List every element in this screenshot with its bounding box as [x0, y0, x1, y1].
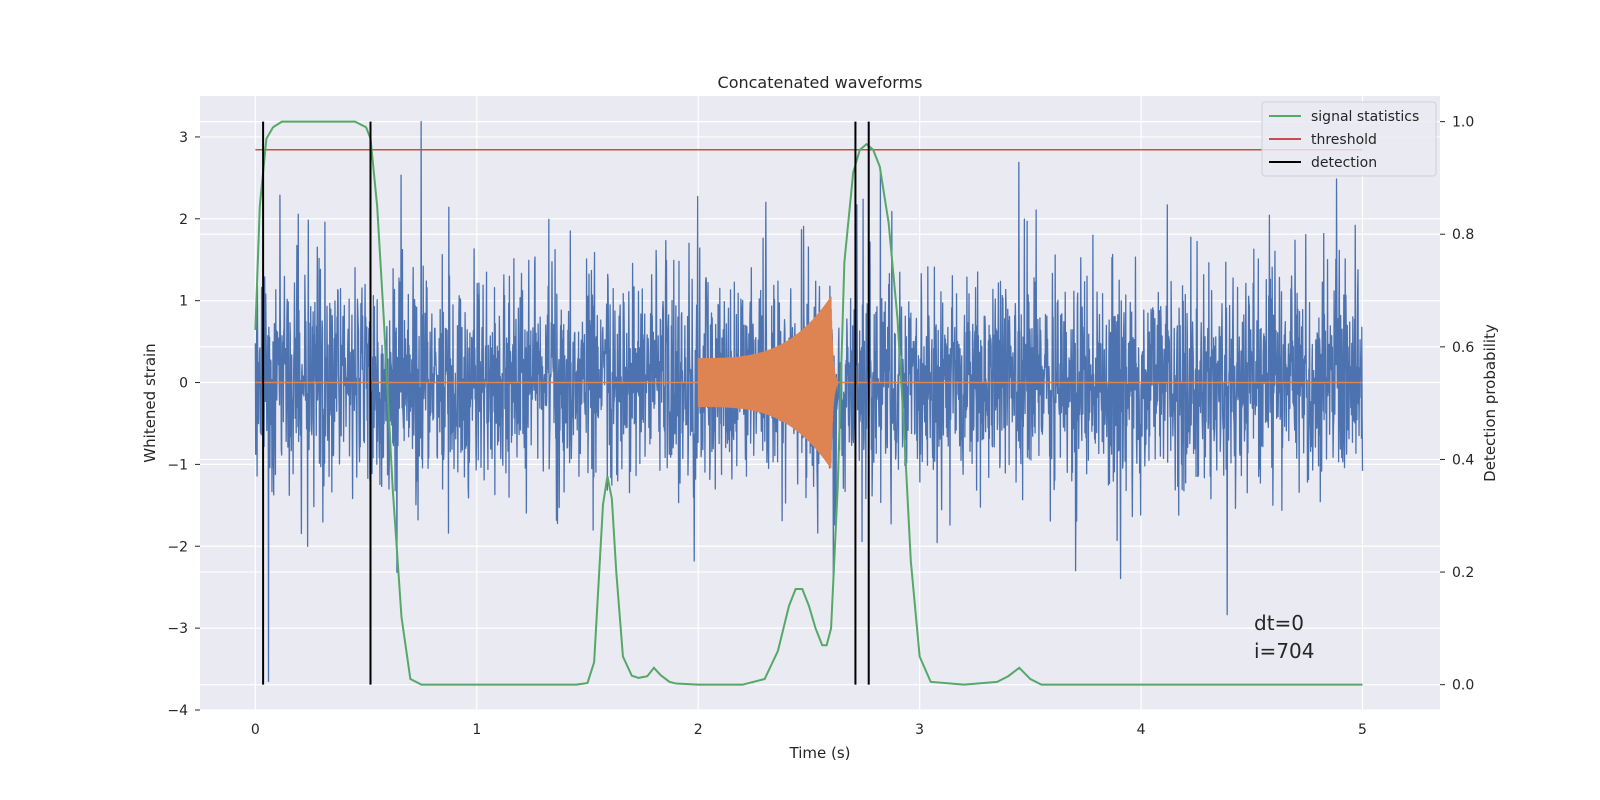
legend: signal statistics threshold detection [1261, 101, 1437, 177]
legend-label-signal-statistics: signal statistics [1311, 109, 1419, 125]
y-tick-label: 1 [179, 294, 188, 310]
legend-label-detection: detection [1311, 155, 1377, 171]
x-tick-label: 0 [251, 722, 260, 738]
x-tick-label: 1 [472, 722, 481, 738]
y-tick-label: 3 [179, 130, 188, 146]
y-right-tick-label: 0.8 [1452, 227, 1474, 243]
y-right-tick-label: 0.4 [1452, 452, 1474, 468]
y-right-tick-label: 0.6 [1452, 340, 1474, 356]
y-axis-right-label: Detection probability [1481, 324, 1499, 482]
x-tick-label: 2 [694, 722, 703, 738]
x-tick-label: 3 [915, 722, 924, 738]
chart-title: Concatenated waveforms [718, 73, 923, 92]
y-tick-label: −2 [167, 539, 188, 555]
y-tick-label: −1 [167, 457, 188, 473]
x-tick-label: 4 [1137, 722, 1146, 738]
y-axis-label: Whitened strain [141, 343, 159, 462]
y-tick-label: −4 [167, 703, 188, 719]
y-right-tick-label: 1.0 [1452, 115, 1474, 131]
legend-box [1261, 101, 1437, 177]
y-tick-label: −3 [167, 621, 188, 637]
legend-label-threshold: threshold [1311, 132, 1377, 148]
annotation-dt: dt=0 [1254, 611, 1304, 635]
y-right-tick-label: 0.2 [1452, 565, 1474, 581]
x-tick-label: 5 [1358, 722, 1367, 738]
ticks: 0 1 2 3 4 5 −4 −3 −2 −1 0 1 2 3 0.0 0.2 0.4 0.6 0.8 1.0 [167, 115, 1474, 738]
annotation-i: i=704 [1254, 639, 1315, 663]
y-right-tick-label: 0.0 [1452, 678, 1474, 694]
y-tick-label: 2 [179, 212, 188, 228]
detection-lines [262, 121, 870, 685]
x-axis-label: Time (s) [789, 744, 851, 762]
signal-statistics-line [254, 120, 1363, 686]
y-tick-label: 0 [179, 376, 188, 392]
